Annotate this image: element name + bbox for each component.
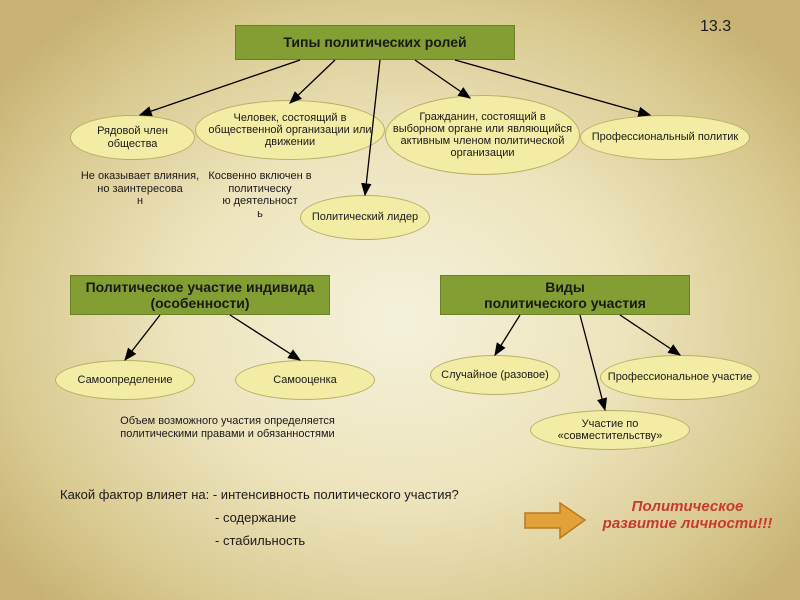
- node-active-citizen: Гражданин, состоящий в выборном органе и…: [385, 95, 580, 175]
- header-left: Политическое участие индивида (особеннос…: [70, 275, 330, 315]
- footer-line2: - содержание: [215, 511, 490, 526]
- desc-scope: Объем возможного участия определяется по…: [95, 415, 360, 440]
- header-top: Типы политических ролей: [235, 25, 515, 60]
- page-number: 13.3: [700, 18, 731, 36]
- footer-question: Какой фактор влияет на: - интенсивность …: [60, 488, 490, 549]
- node-occasional: Случайное (разовое): [430, 355, 560, 395]
- node-text: Рядовой член общества: [77, 125, 188, 149]
- node-org-member: Человек, состоящий в общественной органи…: [195, 100, 385, 160]
- big-arrow-icon: [520, 498, 590, 543]
- header-right-text: Виды политического участия: [484, 279, 646, 311]
- node-text: Самоопределение: [78, 374, 173, 386]
- header-top-text: Типы политических ролей: [283, 34, 466, 50]
- node-combined: Участие по «совместительству»: [530, 410, 690, 450]
- desc-ordinary: Не оказывает влияния, но заинтересова н: [80, 170, 200, 208]
- node-text: Самооценка: [273, 374, 337, 386]
- footer-line3: - стабильность: [215, 534, 490, 549]
- node-text: Профессиональное участие: [608, 371, 752, 383]
- node-text: Гражданин, состоящий в выборном органе и…: [392, 111, 573, 159]
- desc-org: Косвенно включен в политическу ю деятель…: [200, 170, 320, 221]
- node-self-determination: Самоопределение: [55, 360, 195, 400]
- node-professional: Профессиональное участие: [600, 355, 760, 400]
- node-text: Политический лидер: [312, 211, 418, 223]
- red-conclusion: Политическое развитие личности!!!: [600, 498, 775, 533]
- node-text: Случайное (разовое): [441, 369, 549, 381]
- node-text: Профессиональный политик: [592, 131, 739, 143]
- node-pro-politician: Профессиональный политик: [580, 115, 750, 160]
- node-text: Человек, состоящий в общественной органи…: [202, 112, 378, 148]
- node-text: Участие по «совместительству»: [537, 418, 683, 442]
- node-self-esteem: Самооценка: [235, 360, 375, 400]
- header-left-text: Политическое участие индивида (особеннос…: [79, 279, 321, 311]
- node-ordinary-member: Рядовой член общества: [70, 115, 195, 160]
- footer-line1: Какой фактор влияет на: - интенсивность …: [60, 488, 490, 503]
- header-right: Виды политического участия: [440, 275, 690, 315]
